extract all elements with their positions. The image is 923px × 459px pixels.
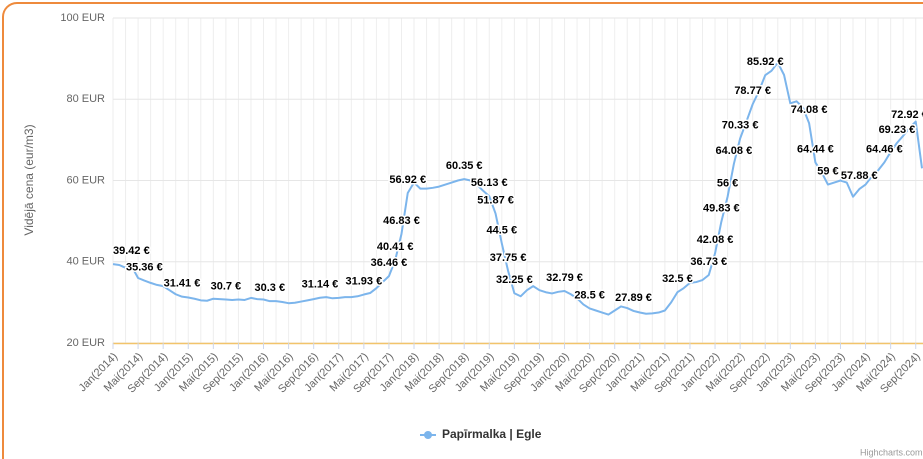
- data-label: 31.93 €: [346, 275, 383, 287]
- y-tick-label: 80 EUR: [66, 93, 105, 105]
- data-label: 32.79 €: [546, 272, 583, 284]
- data-label: 64.44 €: [797, 143, 834, 155]
- data-label: 46.83 €: [383, 215, 420, 227]
- data-label: 64.46 €: [866, 143, 903, 155]
- data-label: 27.89 €: [615, 292, 652, 304]
- y-tick-label: 20 EUR: [66, 337, 105, 349]
- data-label: 85.92 €: [747, 56, 784, 68]
- data-label: 31.14 €: [302, 279, 339, 291]
- data-label: 72.92 €: [891, 109, 923, 121]
- data-label: 59 €: [817, 165, 838, 177]
- data-label: 70.33 €: [722, 119, 759, 131]
- data-label: 42.08 €: [697, 234, 734, 246]
- y-tick-label: 100 EUR: [60, 12, 105, 24]
- data-label: 39.42 €: [113, 245, 150, 257]
- data-label: 69.23 €: [879, 124, 916, 136]
- data-label: 57.88 €: [841, 170, 878, 182]
- data-label: 56.13 €: [471, 177, 508, 189]
- data-label: 37.75 €: [490, 252, 527, 264]
- y-tick-label: 60 EUR: [66, 174, 105, 186]
- data-label: 31.41 €: [164, 278, 201, 290]
- y-tick-label: 40 EUR: [66, 256, 105, 268]
- series-line: [112, 61, 923, 316]
- data-label: 64.08 €: [716, 145, 753, 157]
- y-axis-title: Vidējā cena (eur/m3): [22, 124, 36, 235]
- data-label: 30.7 €: [211, 280, 242, 292]
- data-label: 32.5 €: [662, 273, 693, 285]
- data-label: 56.92 €: [389, 174, 426, 186]
- data-label: 56 €: [717, 178, 738, 190]
- data-label: 36.73 €: [690, 256, 727, 268]
- data-label: 60.35 €: [446, 160, 483, 172]
- data-label: 74.08 €: [791, 104, 828, 116]
- data-label: 40.41 €: [377, 241, 414, 253]
- data-label: 36.46 €: [371, 257, 408, 269]
- credit: Highcharts.com: [860, 447, 923, 457]
- data-label: 28.5 €: [574, 289, 605, 301]
- data-label: 51.87 €: [477, 194, 514, 206]
- data-label: 49.83 €: [703, 203, 740, 215]
- legend-marker: [424, 431, 432, 439]
- data-label: 35.36 €: [126, 262, 163, 274]
- data-label: 44.5 €: [487, 224, 518, 236]
- data-label: 30.3 €: [254, 282, 285, 294]
- legend-label: Papīrmalka | Egle: [442, 427, 542, 441]
- data-label: 32.25 €: [496, 274, 533, 286]
- data-label: 78.77 €: [734, 85, 771, 97]
